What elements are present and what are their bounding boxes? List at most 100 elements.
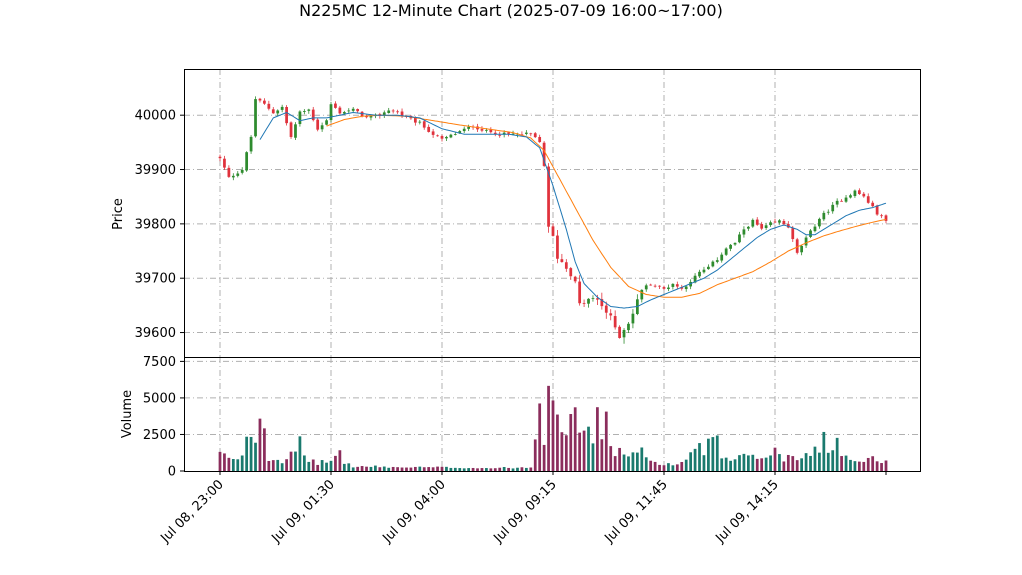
volume-bar <box>791 456 795 471</box>
volume-bar <box>684 459 688 471</box>
candle-body <box>218 156 222 159</box>
candle-body <box>773 221 777 223</box>
volume-bar <box>387 467 391 471</box>
volume-bar <box>853 461 857 471</box>
volume-bar <box>671 465 675 471</box>
candle-body <box>622 330 626 338</box>
volume-bar <box>813 446 817 471</box>
candle-body <box>795 239 799 253</box>
candle-body <box>547 166 550 227</box>
volume-bar <box>271 460 275 471</box>
volume-bar <box>573 407 577 471</box>
candle-body <box>498 134 502 136</box>
volume-bar <box>866 457 870 471</box>
volume-bar <box>347 463 351 471</box>
candle-body <box>844 197 848 202</box>
x-tick-label: Jul 09, 04:00 <box>379 477 448 546</box>
candle-body <box>596 298 599 300</box>
volume-bar <box>409 467 413 471</box>
candle-body <box>662 287 666 289</box>
candle-body <box>857 190 861 194</box>
volume-bar <box>698 443 701 471</box>
volume-bar <box>702 455 706 471</box>
price-tick-label: 39900 <box>135 163 176 178</box>
price-tick-label: 39800 <box>135 217 176 232</box>
candle-body <box>786 224 790 228</box>
candle-body <box>391 110 395 112</box>
volume-bar <box>831 450 835 471</box>
candle-body <box>227 167 231 177</box>
volume-bar <box>658 464 661 471</box>
volume-bar <box>880 463 883 471</box>
volume-bar <box>751 454 755 471</box>
candle-body <box>467 126 471 129</box>
volume-bar <box>280 463 284 471</box>
candle-body <box>231 175 235 178</box>
volume-bar <box>338 450 342 471</box>
volume-bar <box>644 457 648 471</box>
volume-bar <box>689 452 693 471</box>
volume-bar <box>502 467 506 471</box>
volume-bar <box>427 467 431 471</box>
x-axis-ticks: Jul 08, 23:00 Jul 09, 01:30 Jul 09, 04:00 J… <box>157 471 887 547</box>
volume-bar <box>844 455 848 471</box>
candle-body <box>369 115 373 118</box>
volume-bar <box>218 451 222 471</box>
price-y-ticks: 39600 39700 39800 39900 40000 <box>135 109 184 341</box>
price-tick-label: 39700 <box>135 272 176 287</box>
candle-body <box>560 259 564 263</box>
volume-bar <box>440 466 444 471</box>
candle-body <box>365 116 368 118</box>
candle-body <box>680 287 684 289</box>
volume-bar <box>729 460 732 471</box>
candle-body <box>849 195 852 198</box>
candle-body <box>294 124 297 138</box>
volume-bar <box>778 454 781 471</box>
candle-body <box>760 224 764 229</box>
volume-bar <box>818 452 821 471</box>
x-tick-label: Jul 09, 14:15 <box>712 477 781 546</box>
candle-body <box>325 120 328 125</box>
candle-body <box>302 111 306 112</box>
candle-body <box>578 281 582 304</box>
candle-body <box>742 229 746 235</box>
volume-bar <box>493 468 497 471</box>
volume-tick-label: 0 <box>168 465 176 480</box>
chart-title: N225MC 12-Minute Chart (2025-07-09 16:00… <box>299 1 723 20</box>
candle-body <box>493 132 497 135</box>
volume-bar <box>302 455 306 471</box>
volume-bar <box>742 453 746 471</box>
candle-body <box>285 106 288 124</box>
candle-body <box>640 289 644 300</box>
volume-bar <box>351 467 355 471</box>
volume-panel: 0 2500 5000 7500 Volume <box>120 355 921 480</box>
volume-bar <box>680 461 684 471</box>
candle-body <box>746 226 750 229</box>
volume-bar <box>755 458 759 471</box>
volume-bar <box>746 455 750 471</box>
candle-body <box>298 111 302 125</box>
volume-bar <box>453 467 457 471</box>
candle-body <box>236 173 240 176</box>
candle-body <box>800 245 804 253</box>
candle-body <box>675 284 679 287</box>
volume-bar <box>249 436 253 471</box>
ma-short-line <box>259 111 887 309</box>
candle-body <box>835 200 839 205</box>
volume-bar <box>396 467 399 471</box>
volume-bar <box>773 447 777 471</box>
candle-body <box>351 108 355 111</box>
volume-bar <box>431 467 435 471</box>
volume-bars <box>218 385 888 471</box>
price-tick-label: 40000 <box>135 109 176 124</box>
volume-tick-label: 7500 <box>143 355 176 370</box>
candle-body <box>600 299 604 307</box>
candle-body <box>520 134 524 136</box>
candle-body <box>809 230 812 237</box>
price-panel: 39600 39700 39800 39900 40000 Price <box>111 69 921 358</box>
candle-body <box>671 283 675 287</box>
volume-bar <box>635 452 639 471</box>
volume-bar <box>445 466 448 471</box>
candle-body <box>782 221 786 225</box>
candle-body <box>587 298 590 304</box>
